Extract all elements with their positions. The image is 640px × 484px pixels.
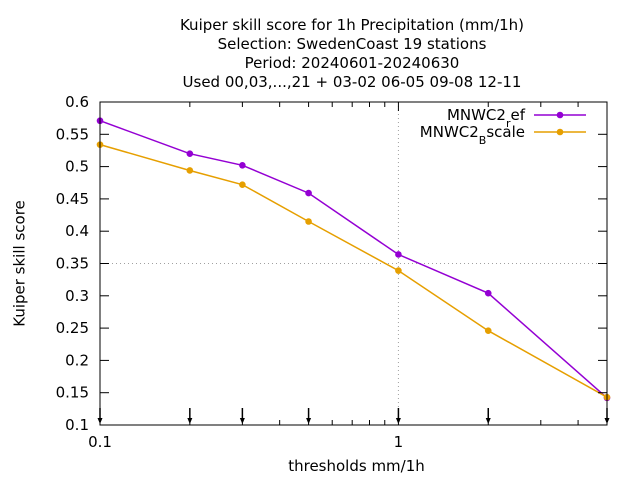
- series-line-MNWC2_Bscale: [99, 143, 608, 398]
- y-tick-label: 0.6: [65, 93, 89, 111]
- title-line: Used 00,03,...,21 + 03-02 06-05 09-08 12…: [183, 73, 522, 91]
- legend-marker: [556, 128, 564, 136]
- series-lines: [96, 117, 611, 402]
- y-tick-label: 0.2: [65, 351, 89, 369]
- data-point-MNWC2_Bscale: [239, 181, 246, 188]
- title-line: Selection: SwedenCoast 19 stations: [218, 35, 487, 53]
- axes: 0.1 0.15 0.2 0.25 0.3 0.35 0.4 0.45 0.5 0.55 0.6 0.…: [56, 93, 608, 451]
- y-tick-label: 0.3: [65, 287, 89, 305]
- data-point-MNWC2_Bscale: [186, 167, 194, 174]
- chart-title: Kuiper skill score for 1h Precipitation …: [180, 16, 524, 91]
- series-line-MNWC2_ref: [99, 119, 608, 399]
- legend-marker: [556, 111, 564, 119]
- data-point-MNWC2_Bscale: [305, 218, 312, 225]
- x-tick-label: 1: [394, 433, 404, 451]
- y-tick-label: 0.5: [65, 158, 89, 176]
- y-axis-label: Kuiper skill score: [11, 200, 29, 327]
- x-tick-label: 0.1: [88, 433, 112, 451]
- data-point-MNWC2_ref: [239, 162, 246, 169]
- y-tick-label: 0.45: [56, 190, 89, 208]
- y-tick-label: 0.25: [56, 319, 89, 337]
- title-line: Kuiper skill score for 1h Precipitation …: [180, 16, 524, 34]
- y-tick-label: 0.1: [65, 416, 89, 434]
- grid: [100, 102, 607, 425]
- x-axis-label: thresholds mm/1h: [288, 457, 425, 475]
- data-point-MNWC2_ref: [484, 289, 492, 297]
- data-point-MNWC2_ref: [305, 189, 312, 197]
- data-point-MNWC2_Bscale: [484, 327, 492, 334]
- y-tick-label: 0.55: [56, 125, 89, 143]
- y-tick-label: 0.35: [56, 255, 89, 273]
- y-tick-label: 0.15: [56, 384, 89, 402]
- legend-label: MNWC2ref: [447, 106, 526, 130]
- title-line: Period: 20240601-20240630: [245, 54, 460, 72]
- data-point-MNWC2_ref: [395, 251, 402, 258]
- threshold-markers: [97, 408, 610, 424]
- y-tick-label: 0.4: [65, 222, 89, 240]
- data-point-MNWC2_Bscale: [395, 267, 402, 274]
- legend-label: MNWC2Bscale: [420, 123, 525, 147]
- data-point-MNWC2_ref: [186, 150, 194, 157]
